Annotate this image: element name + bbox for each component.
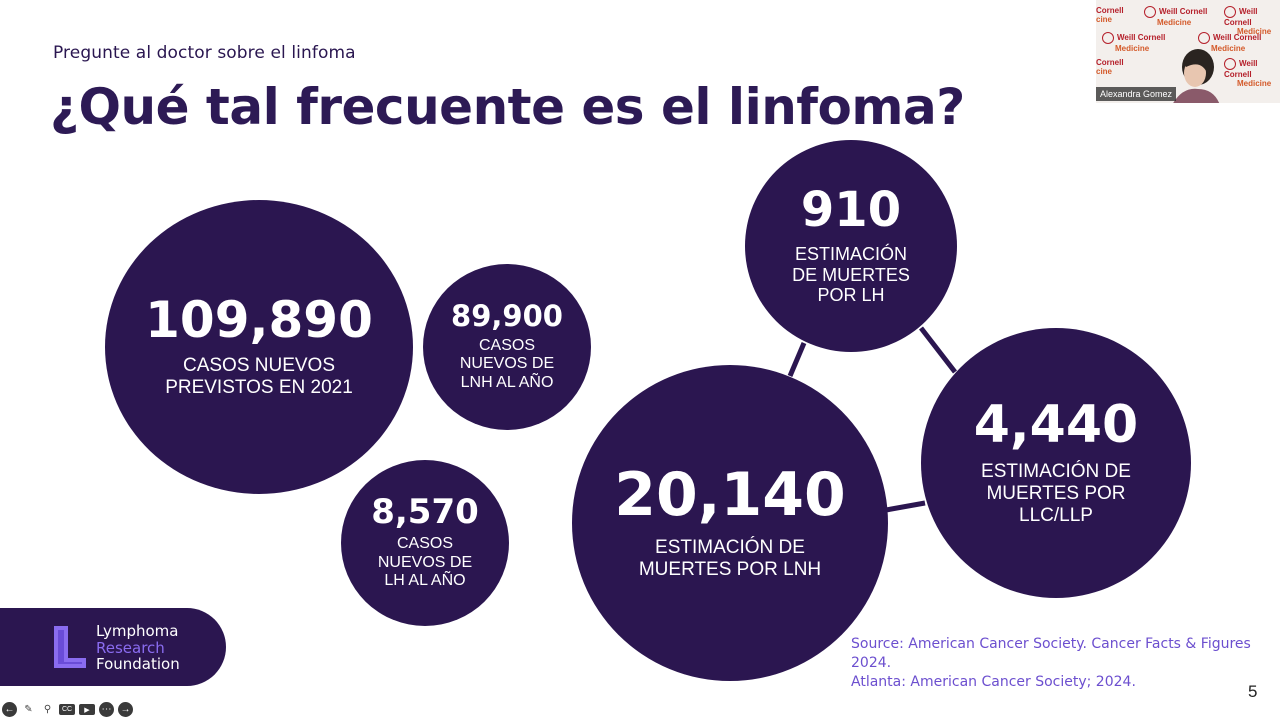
watermark: Weill Cornell Medicine [1144,6,1207,27]
stat-label-line: MUERTES POR [986,483,1126,505]
participant-avatar [1173,49,1220,103]
stat-label-line: ESTIMACIÓN DE [981,461,1131,483]
stat-label: ESTIMACIÓN DE MUERTES POR LNH [639,537,821,581]
stat-circle-new-cases-2021: 109,890 CASOS NUEVOS PREVISTOS EN 2021 [105,200,413,494]
stat-value: 8,570 [371,492,479,533]
stat-label-line: POR LH [817,285,885,306]
stat-label-line: CASOS [478,336,535,354]
page-number: 5 [1248,682,1258,701]
lrf-l-icon [54,626,86,668]
search-icon[interactable]: ⚲ [43,704,52,715]
stat-label-line: ESTIMACIÓN [794,243,907,264]
watermark: Weill Cornell Medicine [1102,32,1165,53]
stat-circle-hl-deaths: 910 ESTIMACIÓN DE MUERTES POR LH [745,140,957,352]
stat-value: 4,440 [973,395,1139,456]
connector-line [787,342,807,377]
stat-label: ESTIMACIÓN DE MUERTES POR LLC/LLP [981,461,1131,527]
stat-value: 910 [800,181,902,238]
watermark: Weill Cornell Medicine [1198,32,1261,53]
logo-line: Foundation [96,655,180,673]
arrow-right-icon[interactable]: → [118,702,133,717]
stat-label-line: ESTIMACIÓN DE [655,537,805,559]
captions-icon[interactable]: CC [59,704,75,715]
stat-label-line: PREVISTOS EN 2021 [165,377,353,398]
participant-video-thumbnail[interactable]: Cornell cine Weill Cornell Medicine Weill … [1096,0,1280,103]
logo-line: Research [96,638,165,657]
stat-label-line: CASOS NUEVOS [182,355,336,377]
connector-line [885,500,926,513]
stat-circle-nhl-deaths: 20,140 ESTIMACIÓN DE MUERTES POR LNH [572,365,888,681]
stat-label: CASOS NUEVOS PREVISTOS EN 2021 [165,355,353,399]
source-line: Atlanta: American Cancer Society; 2024. [851,674,1136,690]
stat-label: ESTIMACIÓN DE MUERTES POR LH [792,244,910,306]
slide-title: ¿Qué tal frecuente es el linfoma? [50,78,965,136]
slide-subtitle: Pregunte al doctor sobre el linfoma [53,43,356,63]
stat-label-line: LH AL AÑO [384,572,466,590]
stat-label-line: MUERTES POR LNH [638,559,822,580]
logo-line: Lymphoma [96,622,179,640]
participant-name: Alexandra Gomez [1096,87,1177,101]
stat-label-line: DE MUERTES [792,264,910,285]
arrow-left-icon[interactable]: ← [2,702,17,717]
source-citation: Source: American Cancer Society. Cancer … [851,635,1280,692]
camera-icon[interactable]: ▶ [79,704,95,715]
stat-label-line: CASOS [396,535,453,553]
watermark: Weill Cornell Medicine [1224,58,1272,88]
stat-value: 89,900 [451,298,563,333]
more-icon[interactable]: ⋯ [99,702,114,717]
watermark: Cornell cine [1096,58,1124,76]
watermark: Weill Cornell Medicine [1224,6,1272,36]
stat-circle-nhl-cases: 89,900 CASOS NUEVOS DE LNH AL AÑO [423,264,591,430]
stat-label-line: NUEVOS DE [377,553,473,571]
stat-circle-cll-deaths: 4,440 ESTIMACIÓN DE MUERTES POR LLC/LLP [921,328,1191,598]
stat-value: 109,890 [145,291,373,350]
stat-label-line: LLC/LLP [1019,504,1093,526]
stat-label: CASOS NUEVOS DE LNH AL AÑO [460,337,554,392]
source-line: Source: American Cancer Society. Cancer … [851,636,1251,671]
pen-icon[interactable]: ✎ [24,704,33,715]
stat-label-line: NUEVOS DE [459,355,555,373]
presentation-toolbar: ← ✎ ⚲ CC ▶ ⋯ → [2,702,133,717]
logo-wordmark: Lymphoma Research Foundation [96,623,180,673]
stat-label: CASOS NUEVOS DE LH AL AÑO [378,535,472,590]
stat-label-line: LNH AL AÑO [460,373,554,391]
watermark: Cornell cine [1096,6,1124,24]
lymphoma-research-foundation-logo: Lymphoma Research Foundation [0,608,226,686]
stat-circle-hl-cases: 8,570 CASOS NUEVOS DE LH AL AÑO [341,460,509,626]
stat-value: 20,140 [614,460,846,531]
connector-line [919,326,957,374]
